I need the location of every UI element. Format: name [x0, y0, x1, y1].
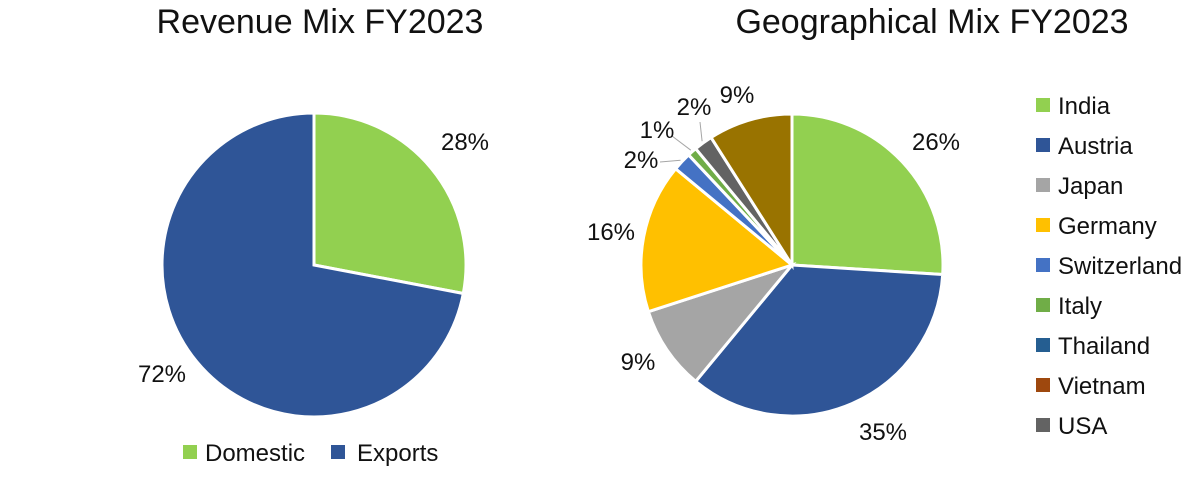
data-label-domestic: 28% [441, 129, 489, 156]
slice-india [790, 112, 945, 277]
legend-label-vietnam: Vietnam [1058, 373, 1146, 400]
legend-swatch-thailand [1036, 338, 1050, 352]
legend-label-italy: Italy [1058, 293, 1102, 320]
legend-label-domestic: Domestic [205, 440, 305, 467]
legend-swatch-austria [1036, 138, 1050, 152]
data-label-other: 9% [720, 82, 755, 109]
data-label-italy: 1% [640, 117, 675, 144]
slice-austria [693, 263, 945, 418]
legend-label-germany: Germany [1058, 213, 1157, 240]
legend-swatch-italy [1036, 298, 1050, 312]
slice-exports [160, 111, 466, 419]
data-label-switzerland: 2% [624, 147, 659, 174]
legend-swatch-germany [1036, 218, 1050, 232]
legend-label-austria: Austria [1058, 133, 1133, 160]
slice-domestic [312, 111, 468, 296]
legend-swatch-india [1036, 98, 1050, 112]
geographical-mix-chart: Geographical Mix FY2023 26%35%9%16%2%1%2… [587, 3, 1182, 446]
revenue-mix-data-labels: 28% 72% [138, 129, 489, 388]
slice-germany [639, 166, 796, 314]
data-label-usa: 2% [677, 94, 712, 121]
leader-line-italy [671, 135, 692, 151]
data-label-germany: 16% [587, 219, 635, 246]
legend-label-usa: USA [1058, 413, 1107, 440]
revenue-mix-title: Revenue Mix FY2023 [157, 3, 484, 41]
legend-swatch-switzerland [1036, 258, 1050, 272]
data-label-india: 26% [912, 129, 960, 156]
leader-line-switzerland [659, 159, 681, 163]
legend-swatch-japan [1036, 178, 1050, 192]
geographical-mix-title: Geographical Mix FY2023 [735, 3, 1128, 41]
legend-swatch-usa [1036, 418, 1050, 432]
slice-other [709, 112, 794, 271]
revenue-mix-pie [160, 111, 468, 419]
geographical-mix-legend: India Austria Japan Germany Switzerland Italy… [1036, 93, 1182, 440]
revenue-mix-legend: Domestic Exports [183, 440, 438, 467]
legend-label-india: India [1058, 93, 1111, 120]
data-label-japan: 9% [621, 349, 656, 376]
revenue-mix-chart: Revenue Mix FY2023 28% 72% Domestic Export… [138, 3, 489, 467]
geographical-mix-leader-lines [659, 121, 703, 163]
geographical-mix-pie [639, 112, 945, 418]
legend-swatch-vietnam [1036, 378, 1050, 392]
data-label-austria: 35% [859, 419, 907, 446]
slice-japan [646, 261, 797, 384]
legend-label-switzerland: Switzerland [1058, 253, 1182, 280]
data-label-exports: 72% [138, 361, 186, 388]
leader-line-usa [699, 121, 703, 142]
legend-label-exports: Exports [357, 440, 438, 467]
geographical-mix-data-labels: 26%35%9%16%2%1%2% 9% [587, 82, 960, 446]
legend-swatch-exports [331, 445, 345, 459]
legend-swatch-domestic [183, 445, 197, 459]
legend-label-thailand: Thailand [1058, 333, 1150, 360]
legend-label-japan: Japan [1058, 173, 1123, 200]
